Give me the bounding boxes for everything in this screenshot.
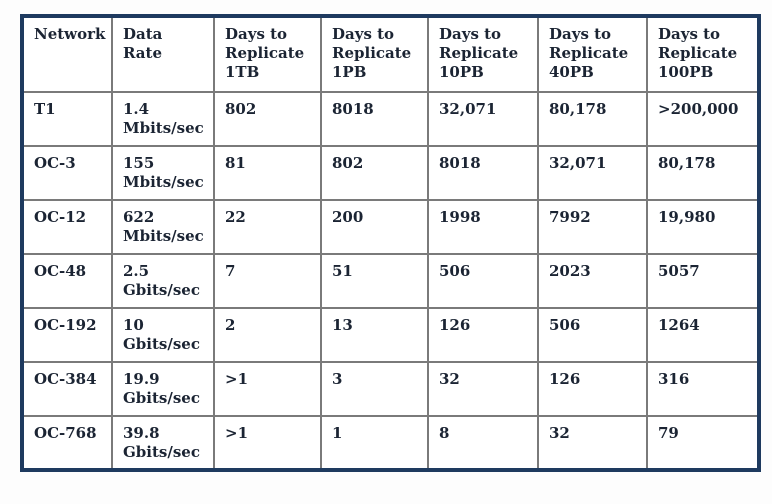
data-rate-unit: Gbits/sec	[123, 389, 200, 407]
cell-network: OC-12	[21, 199, 113, 255]
data-rate-unit: Mbits/sec	[123, 173, 204, 191]
data-rate-value: 39.8	[123, 424, 160, 442]
cell-days-40pb: 2023	[537, 253, 648, 309]
cell-days-1pb: 8018	[320, 91, 429, 147]
cell-days-100pb: 19,980	[646, 199, 760, 255]
table-row: OC-12 622 Mbits/sec 22 200 1998 7992 19,…	[21, 199, 760, 255]
column-header-days-1tb: Days to Replicate 1TB	[213, 15, 322, 93]
data-rate-unit: Mbits/sec	[123, 227, 204, 245]
table-row: T1 1.4 Mbits/sec 802 8018 32,071 80,178 …	[21, 91, 760, 147]
cell-days-10pb: 506	[427, 253, 539, 309]
table-row: OC-768 39.8 Gbits/sec >1 1 8 32 79	[21, 415, 760, 471]
data-rate-unit: Gbits/sec	[123, 443, 200, 461]
cell-days-1tb: 2	[213, 307, 322, 363]
cell-network: OC-192	[21, 307, 113, 363]
cell-days-100pb: 5057	[646, 253, 760, 309]
data-rate-value: 155	[123, 154, 155, 172]
cell-data-rate: 1.4 Mbits/sec	[111, 91, 215, 147]
cell-days-1tb: 802	[213, 91, 322, 147]
data-rate-value: 10	[123, 316, 144, 334]
data-rate-value: 19.9	[123, 370, 160, 388]
cell-days-100pb: >200,000	[646, 91, 760, 147]
data-rate-unit: Gbits/sec	[123, 281, 200, 299]
cell-days-1pb: 200	[320, 199, 429, 255]
table-row: OC-3 155 Mbits/sec 81 802 8018 32,071 80…	[21, 145, 760, 201]
cell-data-rate: 2.5 Gbits/sec	[111, 253, 215, 309]
cell-days-40pb: 7992	[537, 199, 648, 255]
cell-days-1pb: 13	[320, 307, 429, 363]
cell-network: OC-384	[21, 361, 113, 417]
cell-days-10pb: 1998	[427, 199, 539, 255]
cell-days-100pb: 80,178	[646, 145, 760, 201]
cell-days-40pb: 126	[537, 361, 648, 417]
cell-network: T1	[21, 91, 113, 147]
cell-days-1tb: 7	[213, 253, 322, 309]
data-rate-value: 2.5	[123, 262, 150, 280]
cell-network: OC-3	[21, 145, 113, 201]
cell-network: OC-768	[21, 415, 113, 471]
cell-data-rate: 39.8 Gbits/sec	[111, 415, 215, 471]
cell-days-40pb: 80,178	[537, 91, 648, 147]
cell-days-1pb: 802	[320, 145, 429, 201]
cell-days-10pb: 8018	[427, 145, 539, 201]
cell-days-1pb: 1	[320, 415, 429, 471]
cell-days-1tb: >1	[213, 361, 322, 417]
cell-days-40pb: 506	[537, 307, 648, 363]
column-header-days-100pb: Days to Replicate 100PB	[646, 15, 760, 93]
cell-data-rate: 10 Gbits/sec	[111, 307, 215, 363]
cell-days-1tb: 81	[213, 145, 322, 201]
cell-days-1pb: 51	[320, 253, 429, 309]
cell-days-100pb: 316	[646, 361, 760, 417]
cell-days-1pb: 3	[320, 361, 429, 417]
cell-data-rate: 19.9 Gbits/sec	[111, 361, 215, 417]
page: Network Data Rate Days to Replicate 1TB …	[20, 14, 761, 472]
cell-days-40pb: 32	[537, 415, 648, 471]
data-rate-value: 1.4	[123, 100, 150, 118]
data-rate-unit: Mbits/sec	[123, 119, 204, 137]
column-header-days-10pb: Days to Replicate 10PB	[427, 15, 539, 93]
header-row: Network Data Rate Days to Replicate 1TB …	[21, 15, 760, 93]
cell-days-10pb: 126	[427, 307, 539, 363]
cell-days-100pb: 1264	[646, 307, 760, 363]
column-header-days-40pb: Days to Replicate 40PB	[537, 15, 648, 93]
column-header-data-rate: Data Rate	[111, 15, 215, 93]
cell-days-100pb: 79	[646, 415, 760, 471]
table-row: OC-48 2.5 Gbits/sec 7 51 506 2023 5057	[21, 253, 760, 309]
cell-network: OC-48	[21, 253, 113, 309]
column-header-days-1pb: Days to Replicate 1PB	[320, 15, 429, 93]
data-rate-unit: Gbits/sec	[123, 335, 200, 353]
data-rate-value: 622	[123, 208, 155, 226]
cell-days-10pb: 8	[427, 415, 539, 471]
network-replication-table: Network Data Rate Days to Replicate 1TB …	[20, 14, 761, 472]
cell-days-40pb: 32,071	[537, 145, 648, 201]
column-header-network: Network	[21, 15, 113, 93]
cell-days-10pb: 32,071	[427, 91, 539, 147]
table-row: OC-192 10 Gbits/sec 2 13 126 506 1264	[21, 307, 760, 363]
cell-data-rate: 155 Mbits/sec	[111, 145, 215, 201]
cell-days-1tb: >1	[213, 415, 322, 471]
cell-data-rate: 622 Mbits/sec	[111, 199, 215, 255]
cell-days-10pb: 32	[427, 361, 539, 417]
table-row: OC-384 19.9 Gbits/sec >1 3 32 126 316	[21, 361, 760, 417]
cell-days-1tb: 22	[213, 199, 322, 255]
